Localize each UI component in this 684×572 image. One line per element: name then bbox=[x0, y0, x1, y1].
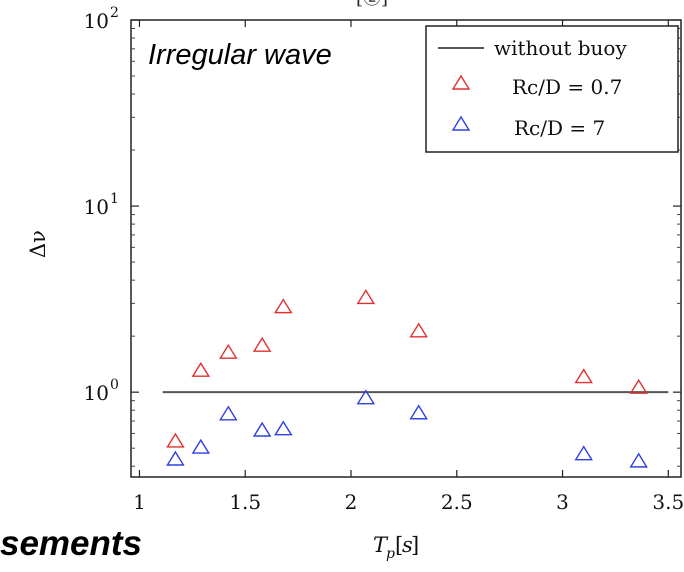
data-point-rc-d-0-7-4 bbox=[274, 298, 293, 314]
data-point-rc-d-0-7-5 bbox=[356, 289, 376, 305]
data-point-rc-d-7-0 bbox=[166, 450, 185, 466]
legend: without buoy Rc/D = 0.7 Rc/D = 7 bbox=[425, 25, 679, 153]
legend-marker-rc-d-7 bbox=[451, 115, 471, 131]
annotation-irregular-wave: Irregular wave bbox=[148, 39, 332, 71]
data-point-rc-d-0-7-0 bbox=[166, 432, 185, 448]
y-tick-label-base-10: 10 bbox=[84, 195, 109, 219]
y-tick-label-exp-1: 0 bbox=[110, 377, 119, 393]
data-point-rc-d-0-7-2 bbox=[219, 343, 238, 359]
plot-frame bbox=[130, 19, 682, 478]
data-point-rc-d-0-7-8 bbox=[629, 378, 648, 394]
svg-text:p: p bbox=[386, 546, 395, 562]
y-tick-label-base-100: 10 bbox=[84, 9, 109, 33]
series-markers bbox=[166, 289, 648, 468]
annotation-sements: sements bbox=[0, 524, 142, 563]
top-label: [Ⓔ] bbox=[356, 0, 388, 9]
svg-text:s: s bbox=[402, 533, 413, 557]
data-point-rc-d-0-7-7 bbox=[574, 368, 593, 384]
data-point-rc-d-7-8 bbox=[629, 452, 648, 468]
y-axis-label: Δν bbox=[26, 230, 50, 258]
y-tick-label-exp-100: 2 bbox=[110, 5, 119, 21]
y-tick-label-exp-10: 1 bbox=[110, 191, 119, 207]
x-tick-label-1: 1 bbox=[133, 490, 146, 514]
x-tick-label-2: 2 bbox=[345, 490, 358, 514]
svg-text:]: ] bbox=[411, 533, 419, 557]
x-tick-label-1-5: 1.5 bbox=[229, 490, 261, 514]
data-point-rc-d-7-5 bbox=[356, 389, 376, 405]
legend-label-without-buoy: without buoy bbox=[494, 36, 627, 60]
x-tick-label-2-5: 2.5 bbox=[441, 490, 473, 514]
data-point-rc-d-0-7-1 bbox=[191, 361, 211, 377]
data-point-rc-d-7-3 bbox=[252, 421, 272, 437]
y-tick-label-base-1: 10 bbox=[84, 381, 109, 405]
x-tick-label-3-5: 3.5 bbox=[652, 490, 684, 514]
x-axis-label: T p [ s ] bbox=[373, 533, 419, 562]
x-ticks: 1 1.5 2 2.5 3 3.5 bbox=[133, 20, 684, 514]
legend-label-rc-d-0-7: Rc/D = 0.7 bbox=[512, 75, 622, 99]
data-point-rc-d-7-7 bbox=[574, 445, 593, 461]
data-point-rc-d-7-2 bbox=[219, 405, 238, 421]
svg-text:T: T bbox=[373, 533, 389, 557]
data-point-rc-d-7-6 bbox=[409, 404, 428, 420]
svg-text:[: [ bbox=[395, 533, 403, 557]
data-point-rc-d-7-1 bbox=[191, 438, 211, 454]
data-point-rc-d-0-7-6 bbox=[409, 322, 428, 338]
x-tick-label-3: 3 bbox=[556, 490, 569, 514]
data-point-rc-d-7-4 bbox=[274, 420, 293, 436]
legend-label-rc-d-7: Rc/D = 7 bbox=[514, 116, 605, 140]
data-point-rc-d-0-7-3 bbox=[252, 336, 272, 352]
legend-marker-rc-d-0-7 bbox=[451, 74, 471, 90]
